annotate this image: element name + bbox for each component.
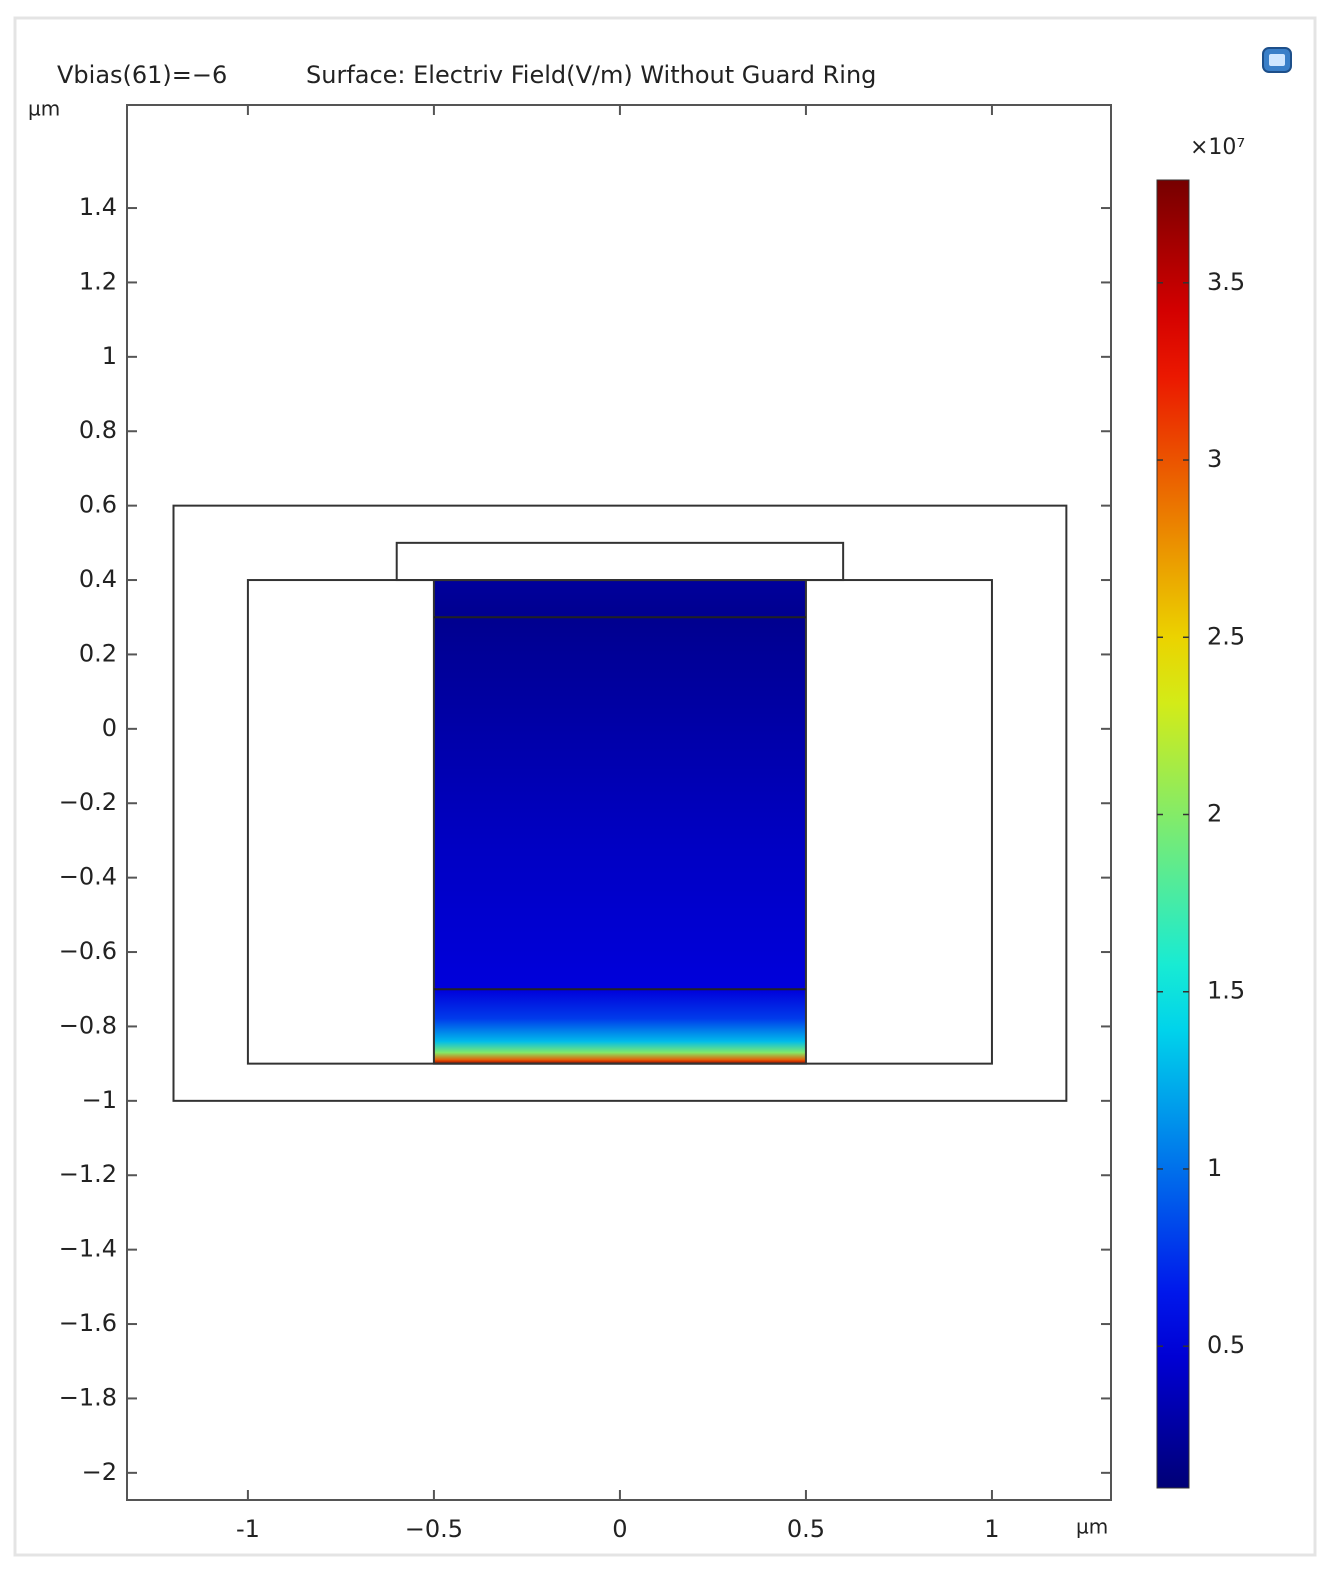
y-tick-label: 0.6 <box>79 491 117 519</box>
toolbar-icon-inner <box>1269 54 1285 66</box>
y-tick-label: −1.8 <box>59 1383 117 1411</box>
field-strip <box>433 1041 806 1053</box>
y-tick-label: 0.2 <box>79 639 117 667</box>
y-tick-label: 0.8 <box>79 416 117 444</box>
field-strip <box>433 728 806 841</box>
geometry-rect <box>432 579 807 1065</box>
field-strip <box>433 989 806 1020</box>
x-axis-unit: µm <box>1076 1515 1108 1539</box>
colorbar-tick-label: 1 <box>1207 1154 1222 1182</box>
field-strip <box>433 840 806 990</box>
colorbar-tick-label: 0.5 <box>1207 1331 1245 1359</box>
colorbar-multiplier: ×10⁷ <box>1190 135 1245 160</box>
field-strip <box>433 1052 806 1061</box>
x-tick-label: -1 <box>236 1515 260 1543</box>
y-tick-label: −0.4 <box>59 863 117 891</box>
y-axis-unit: µm <box>28 97 60 121</box>
y-tick-label: 1.4 <box>79 193 117 221</box>
colorbar-tick-label: 3 <box>1207 445 1222 473</box>
chart-title: Surface: Electriv Field(V/m) Without Gua… <box>306 61 876 89</box>
y-tick-label: −1.4 <box>59 1235 117 1263</box>
colorbar-tick-label: 2.5 <box>1207 622 1245 650</box>
y-tick-label: 0 <box>102 714 117 742</box>
field-strip <box>433 617 806 730</box>
y-tick-label: −1.2 <box>59 1160 117 1188</box>
y-tick-label: −0.2 <box>59 788 117 816</box>
field-strip <box>433 580 806 618</box>
y-tick-label: −1.6 <box>59 1309 117 1337</box>
y-tick-label: −0.8 <box>59 1011 117 1039</box>
x-tick-label: 0 <box>612 1515 627 1543</box>
title-left: Vbias(61)=−6 <box>57 61 227 89</box>
colorbar-tick-label: 3.5 <box>1207 268 1245 296</box>
colorbar <box>1156 179 1190 1489</box>
colorbar-tick-label: 1.5 <box>1207 977 1245 1005</box>
x-tick-label: −0.5 <box>405 1515 463 1543</box>
x-tick-label: 1 <box>984 1515 999 1543</box>
x-tick-label: 0.5 <box>787 1515 825 1543</box>
y-tick-label: 1.2 <box>79 267 117 295</box>
field-strip <box>433 1019 806 1042</box>
y-tick-label: −2 <box>82 1458 117 1486</box>
y-tick-label: 0.4 <box>79 565 117 593</box>
y-tick-label: 1 <box>102 342 117 370</box>
colorbar-tick-label: 2 <box>1207 800 1222 828</box>
field-strip <box>433 1059 806 1065</box>
geometry-rect <box>172 504 1068 1102</box>
y-tick-label: −1 <box>82 1086 117 1114</box>
y-tick-label: −0.6 <box>59 937 117 965</box>
